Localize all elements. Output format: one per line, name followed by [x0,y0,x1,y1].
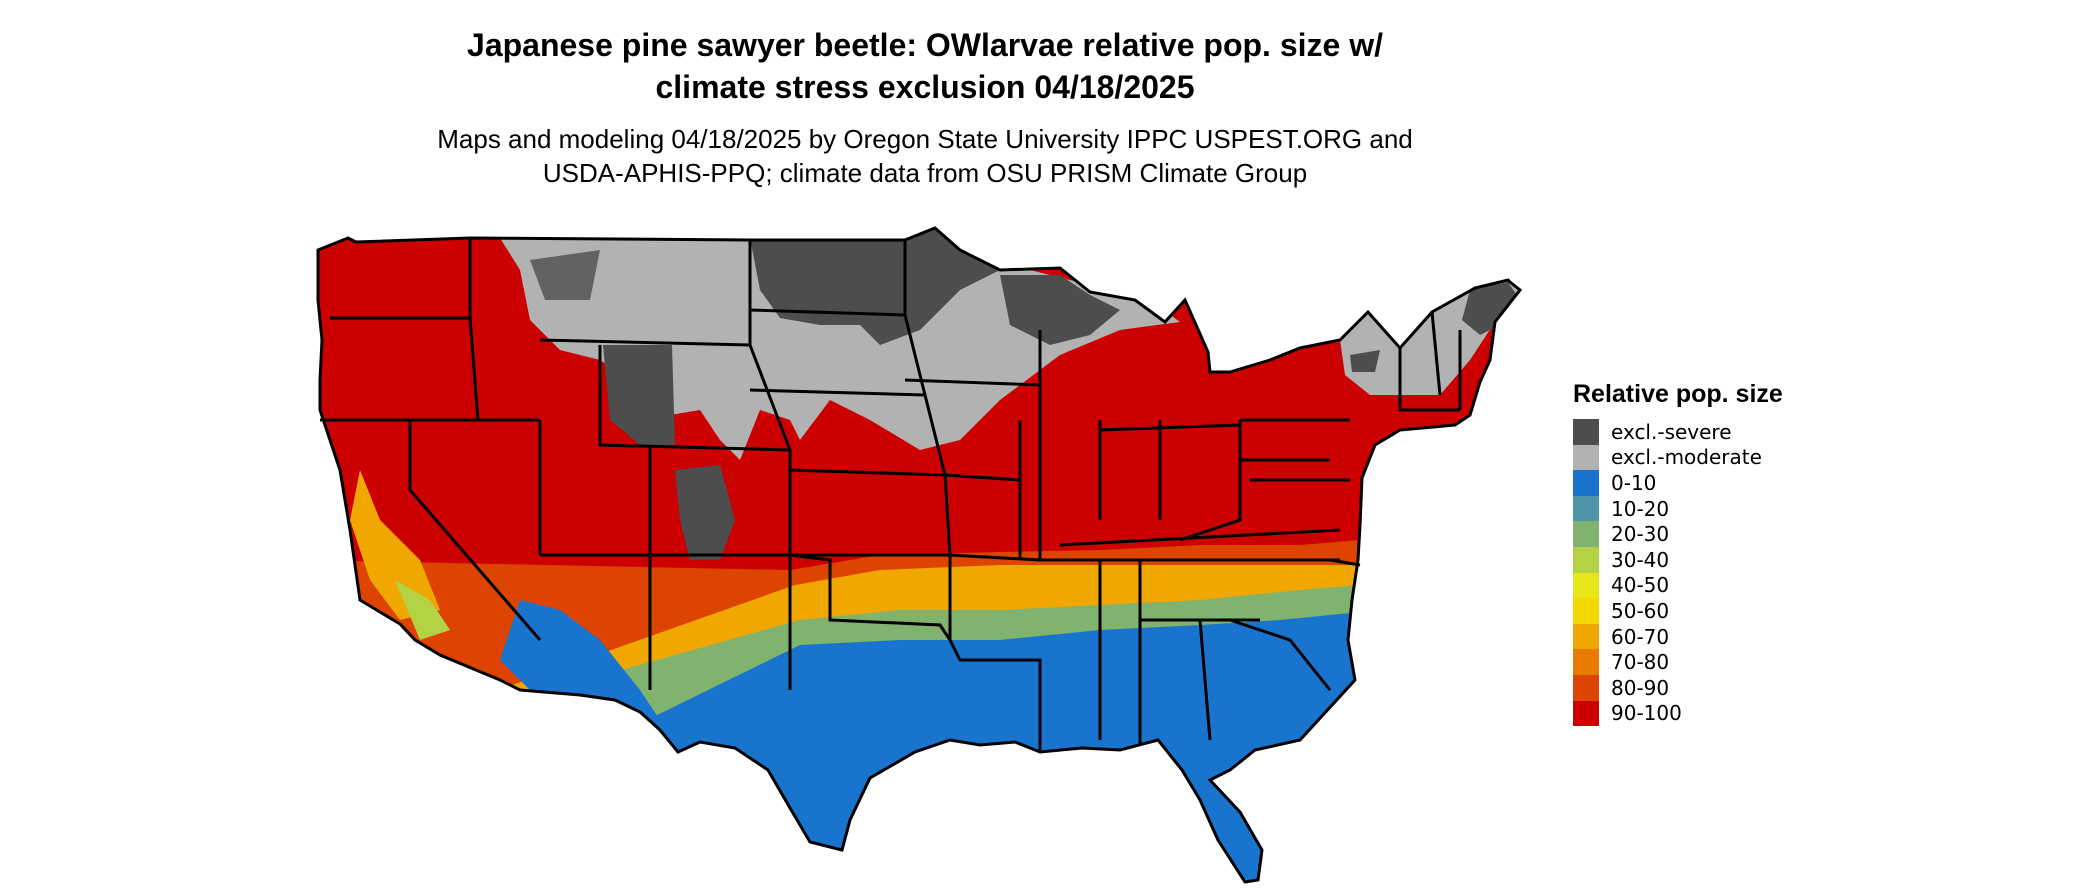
legend-item: excl.-severe [1573,419,1783,445]
state-borders [316,226,1523,884]
legend-item: 30-40 [1573,546,1783,573]
legend-swatch [1573,444,1599,471]
legend-items: excl.-severe excl.-moderate 0-10 10-20 20-30… [1573,419,1783,727]
legend-item: 50-60 [1573,598,1783,624]
legend-item: 80-90 [1573,674,1783,701]
legend-swatch [1573,598,1599,624]
legend-swatch [1573,495,1599,522]
map-title: Japanese pine sawyer beetle: OWlarvae re… [0,24,1850,108]
legend-label: excl.-severe [1611,419,1732,444]
legend-label: 90-100 [1611,701,1682,726]
legend-label: 70-80 [1611,650,1670,675]
legend-label: 20-30 [1611,522,1670,547]
legend-item: 40-50 [1573,572,1783,599]
legend-item: excl.-moderate [1573,444,1783,471]
legend-swatch [1573,521,1599,547]
legend-item: 10-20 [1573,495,1783,522]
legend-label: 50-60 [1611,598,1670,623]
legend-swatch [1573,470,1599,496]
legend-item: 90-100 [1573,700,1783,727]
legend-item: 20-30 [1573,521,1783,547]
legend-label: 30-40 [1611,547,1670,572]
map-title-line-1: Japanese pine sawyer beetle: OWlarvae re… [467,27,1383,63]
legend-label: 40-50 [1611,573,1670,598]
legend-swatch [1573,674,1599,701]
legend-label: 80-90 [1611,675,1670,700]
legend-label: excl.-moderate [1611,445,1762,470]
map-subtitle: Maps and modeling 04/18/2025 by Oregon S… [0,122,1850,190]
legend-label: 10-20 [1611,496,1670,521]
legend-label: 0-10 [1611,470,1657,495]
legend-swatch [1573,623,1599,650]
legend: Relative pop. size excl.-severe excl.-mod… [1573,380,1783,727]
legend-title: Relative pop. size [1573,380,1783,408]
legend-item: 70-80 [1573,649,1783,675]
legend-item: 0-10 [1573,470,1783,496]
legend-swatch [1573,572,1599,599]
legend-swatch [1573,700,1599,727]
legend-label: 60-70 [1611,624,1670,649]
legend-swatch [1573,649,1599,675]
map-title-line-2: climate stress exclusion 04/18/2025 [655,69,1195,105]
legend-item: 60-70 [1573,623,1783,650]
legend-swatch [1573,419,1599,445]
legend-swatch [1573,546,1599,573]
map-subtitle-line-2: USDA-APHIS-PPQ; climate data from OSU PR… [542,158,1308,188]
map-subtitle-line-1: Maps and modeling 04/18/2025 by Oregon S… [437,124,1413,154]
